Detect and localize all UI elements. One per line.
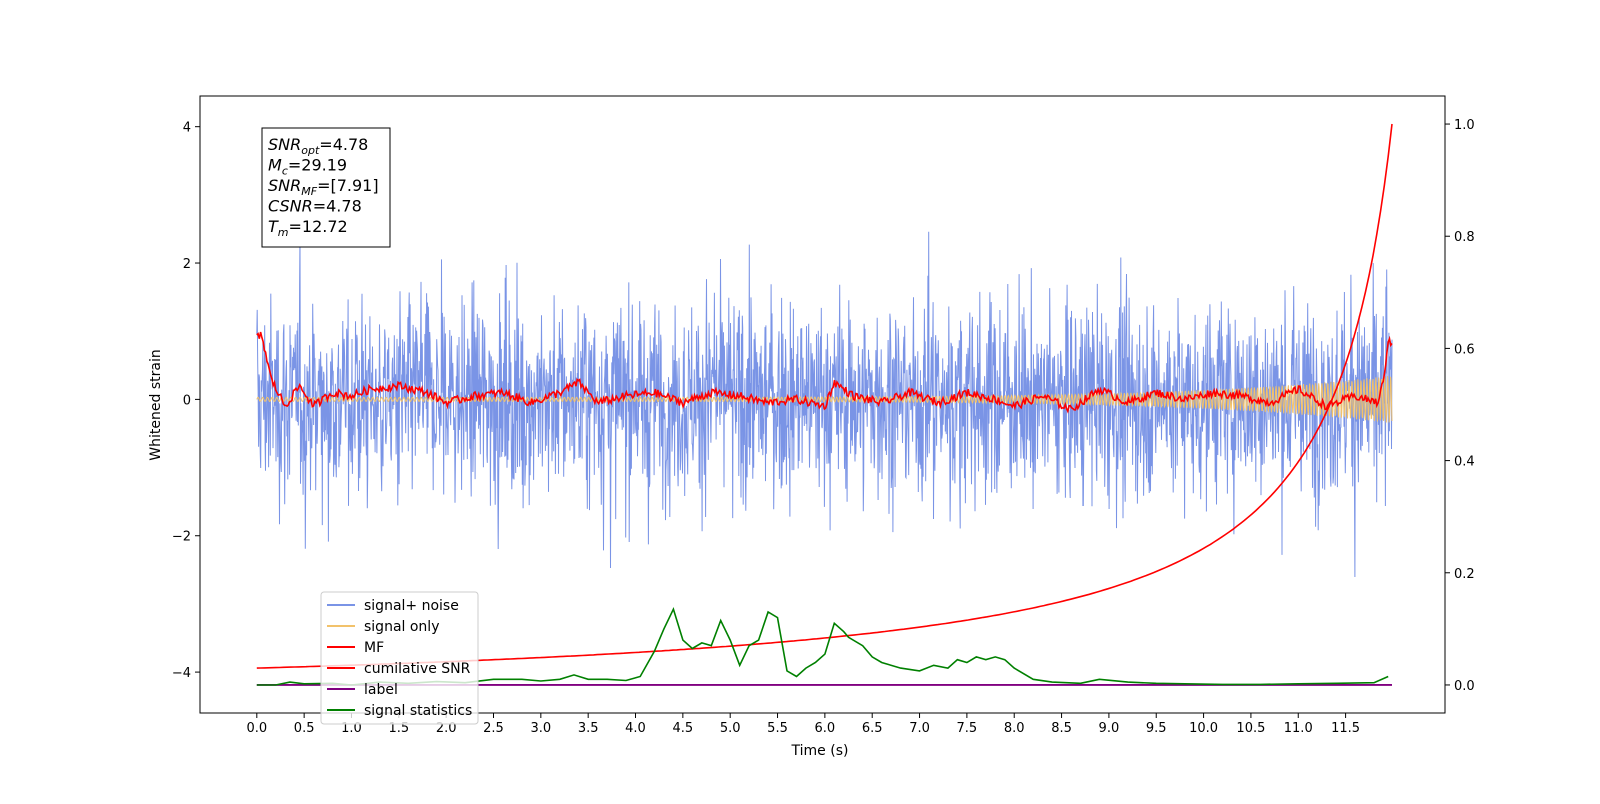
info-box-frame: [261, 127, 391, 248]
y-axis-right: 0.0 0.2 0.4 0.6 0.8 1.0: [1445, 118, 1475, 694]
x-axis-label: Time (s): [791, 743, 849, 759]
legend-label-cumilative-snr: cumilative SNR: [364, 661, 471, 677]
x-tick-label: 4.0: [625, 721, 646, 736]
x-tick-label: 6.0: [815, 721, 836, 736]
info-line-4: CSNR=4.78: [268, 197, 362, 216]
legend-label-signal-only: signal only: [364, 619, 439, 635]
x-tick-label: 5.0: [720, 721, 741, 736]
x-tick-label: 5.5: [767, 721, 788, 736]
series-signal-statistics: [256, 607, 1389, 686]
legend-label-label: label: [364, 682, 398, 698]
x-tick-label: 3.0: [530, 721, 551, 736]
series-signal-only: [256, 375, 1393, 423]
x-tick-label: 9.0: [1099, 721, 1120, 736]
x-tick-label: 2.5: [483, 721, 504, 736]
info-line-1: SNRopt=4.78: [268, 135, 368, 157]
series-signal-noise: [256, 231, 1393, 578]
x-tick-label: 1.0: [341, 721, 362, 736]
x-tick-label: 10.0: [1189, 721, 1218, 736]
info-line-3: SNRMF=[7.91]: [268, 176, 379, 198]
info-line-2: Mc=29.19: [268, 156, 347, 178]
y-tick-label: 4: [183, 121, 191, 136]
info-line-5: Tm=12.72: [268, 217, 348, 239]
y2-tick-label: 0.2: [1454, 567, 1475, 582]
legend-frame: [320, 591, 479, 725]
legend-label-signal-noise: signal+ noise: [364, 598, 459, 614]
x-tick-label: 6.5: [862, 721, 883, 736]
x-tick-label: 8.5: [1051, 721, 1072, 736]
y-tick-label: 0: [183, 393, 191, 408]
x-tick-label: 11.0: [1284, 721, 1313, 736]
y2-tick-label: 0.6: [1454, 342, 1475, 357]
y-axis-left: −4 −2 0 2 4: [172, 121, 200, 681]
y-tick-label: −2: [172, 530, 191, 545]
x-tick-label: 2.0: [436, 721, 457, 736]
info-box: SNRopt=4.78Mc=29.19SNRMF=[7.91]CSNR=4.78…: [261, 127, 391, 248]
x-tick-label: 0.5: [294, 721, 315, 736]
x-tick-label: 1.5: [388, 721, 409, 736]
y-tick-label: −4: [172, 666, 191, 681]
y-tick-label: 2: [183, 257, 191, 272]
x-tick-label: 7.0: [909, 721, 930, 736]
y2-tick-label: 0.0: [1454, 679, 1475, 694]
x-tick-label: 10.5: [1236, 721, 1265, 736]
x-tick-label: 8.0: [1004, 721, 1025, 736]
y2-tick-label: 0.8: [1454, 230, 1475, 245]
x-tick-label: 11.5: [1331, 721, 1360, 736]
plot-frame: [199, 95, 1446, 714]
y2-tick-label: 0.4: [1454, 455, 1475, 470]
x-axis: 0.0 0.5 1.0 1.5 2.0 2.5 3.0 3.5 4.0 4.5 5.0 5.5 6.0 6…: [246, 713, 1360, 736]
y2-tick-label: 1.0: [1454, 118, 1475, 133]
x-tick-label: 3.5: [578, 721, 599, 736]
x-tick-label: 0.0: [246, 721, 267, 736]
x-tick-label: 4.5: [673, 721, 694, 736]
x-tick-label: 9.5: [1146, 721, 1167, 736]
legend-label-signal-statistics: signal statistics: [364, 703, 472, 719]
series-mf: [256, 331, 1393, 414]
legend: signal+ noise signal only MF cumilative SNR…: [320, 591, 479, 725]
y-axis-label: Whitened strain: [148, 349, 164, 460]
legend-label-mf: MF: [364, 640, 384, 656]
x-tick-label: 7.5: [957, 721, 978, 736]
